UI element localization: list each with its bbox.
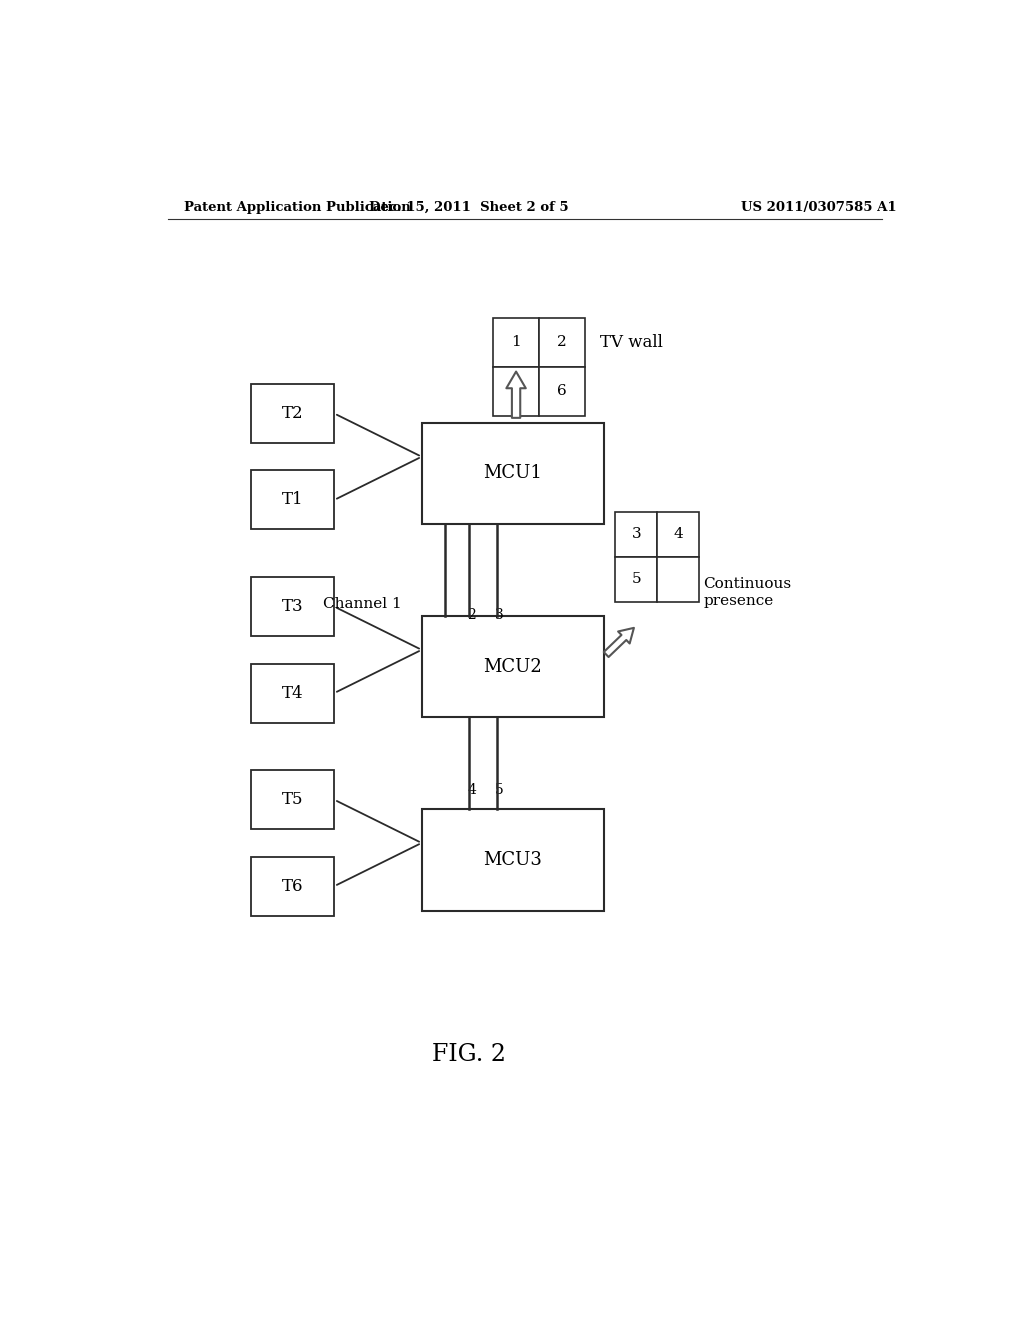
Bar bbox=[615, 557, 657, 602]
Text: 2: 2 bbox=[467, 607, 476, 622]
Bar bbox=[539, 318, 585, 367]
Text: MCU2: MCU2 bbox=[483, 657, 543, 676]
Text: US 2011/0307585 A1: US 2011/0307585 A1 bbox=[740, 201, 896, 214]
Text: 4: 4 bbox=[467, 783, 476, 797]
Text: 1: 1 bbox=[511, 335, 521, 350]
Bar bbox=[251, 664, 334, 722]
Text: 3: 3 bbox=[495, 607, 504, 622]
Text: Dec. 15, 2011  Sheet 2 of 5: Dec. 15, 2011 Sheet 2 of 5 bbox=[370, 201, 569, 214]
Text: T5: T5 bbox=[282, 791, 303, 808]
FancyArrowPatch shape bbox=[506, 371, 525, 418]
Bar bbox=[251, 470, 334, 529]
Bar bbox=[422, 422, 604, 524]
Bar bbox=[657, 512, 699, 557]
Text: 3: 3 bbox=[511, 384, 521, 399]
Text: Patent Application Publication: Patent Application Publication bbox=[183, 201, 411, 214]
Text: T2: T2 bbox=[282, 405, 303, 422]
Bar bbox=[615, 512, 657, 557]
Bar bbox=[422, 615, 604, 718]
Bar bbox=[251, 577, 334, 636]
Text: T3: T3 bbox=[282, 598, 303, 615]
Bar bbox=[422, 809, 604, 911]
Text: MCU3: MCU3 bbox=[483, 850, 543, 869]
Text: 3: 3 bbox=[632, 528, 641, 541]
Text: TV wall: TV wall bbox=[600, 334, 664, 351]
Bar bbox=[251, 771, 334, 829]
Bar bbox=[251, 384, 334, 444]
Text: MCU1: MCU1 bbox=[483, 465, 543, 483]
Bar bbox=[494, 367, 539, 416]
Text: 6: 6 bbox=[557, 384, 567, 399]
Text: 4: 4 bbox=[674, 528, 683, 541]
Text: T6: T6 bbox=[282, 878, 303, 895]
Bar bbox=[251, 857, 334, 916]
Text: T1: T1 bbox=[282, 491, 303, 508]
Bar bbox=[494, 318, 539, 367]
Text: Channel 1: Channel 1 bbox=[323, 597, 401, 611]
Text: 5: 5 bbox=[495, 783, 504, 797]
Text: T4: T4 bbox=[282, 685, 303, 701]
Text: Continuous
presence: Continuous presence bbox=[703, 577, 792, 607]
Text: 5: 5 bbox=[632, 572, 641, 586]
Bar bbox=[539, 367, 585, 416]
Text: FIG. 2: FIG. 2 bbox=[432, 1043, 506, 1067]
Bar bbox=[657, 557, 699, 602]
FancyArrowPatch shape bbox=[604, 628, 634, 657]
Text: 2: 2 bbox=[557, 335, 567, 350]
